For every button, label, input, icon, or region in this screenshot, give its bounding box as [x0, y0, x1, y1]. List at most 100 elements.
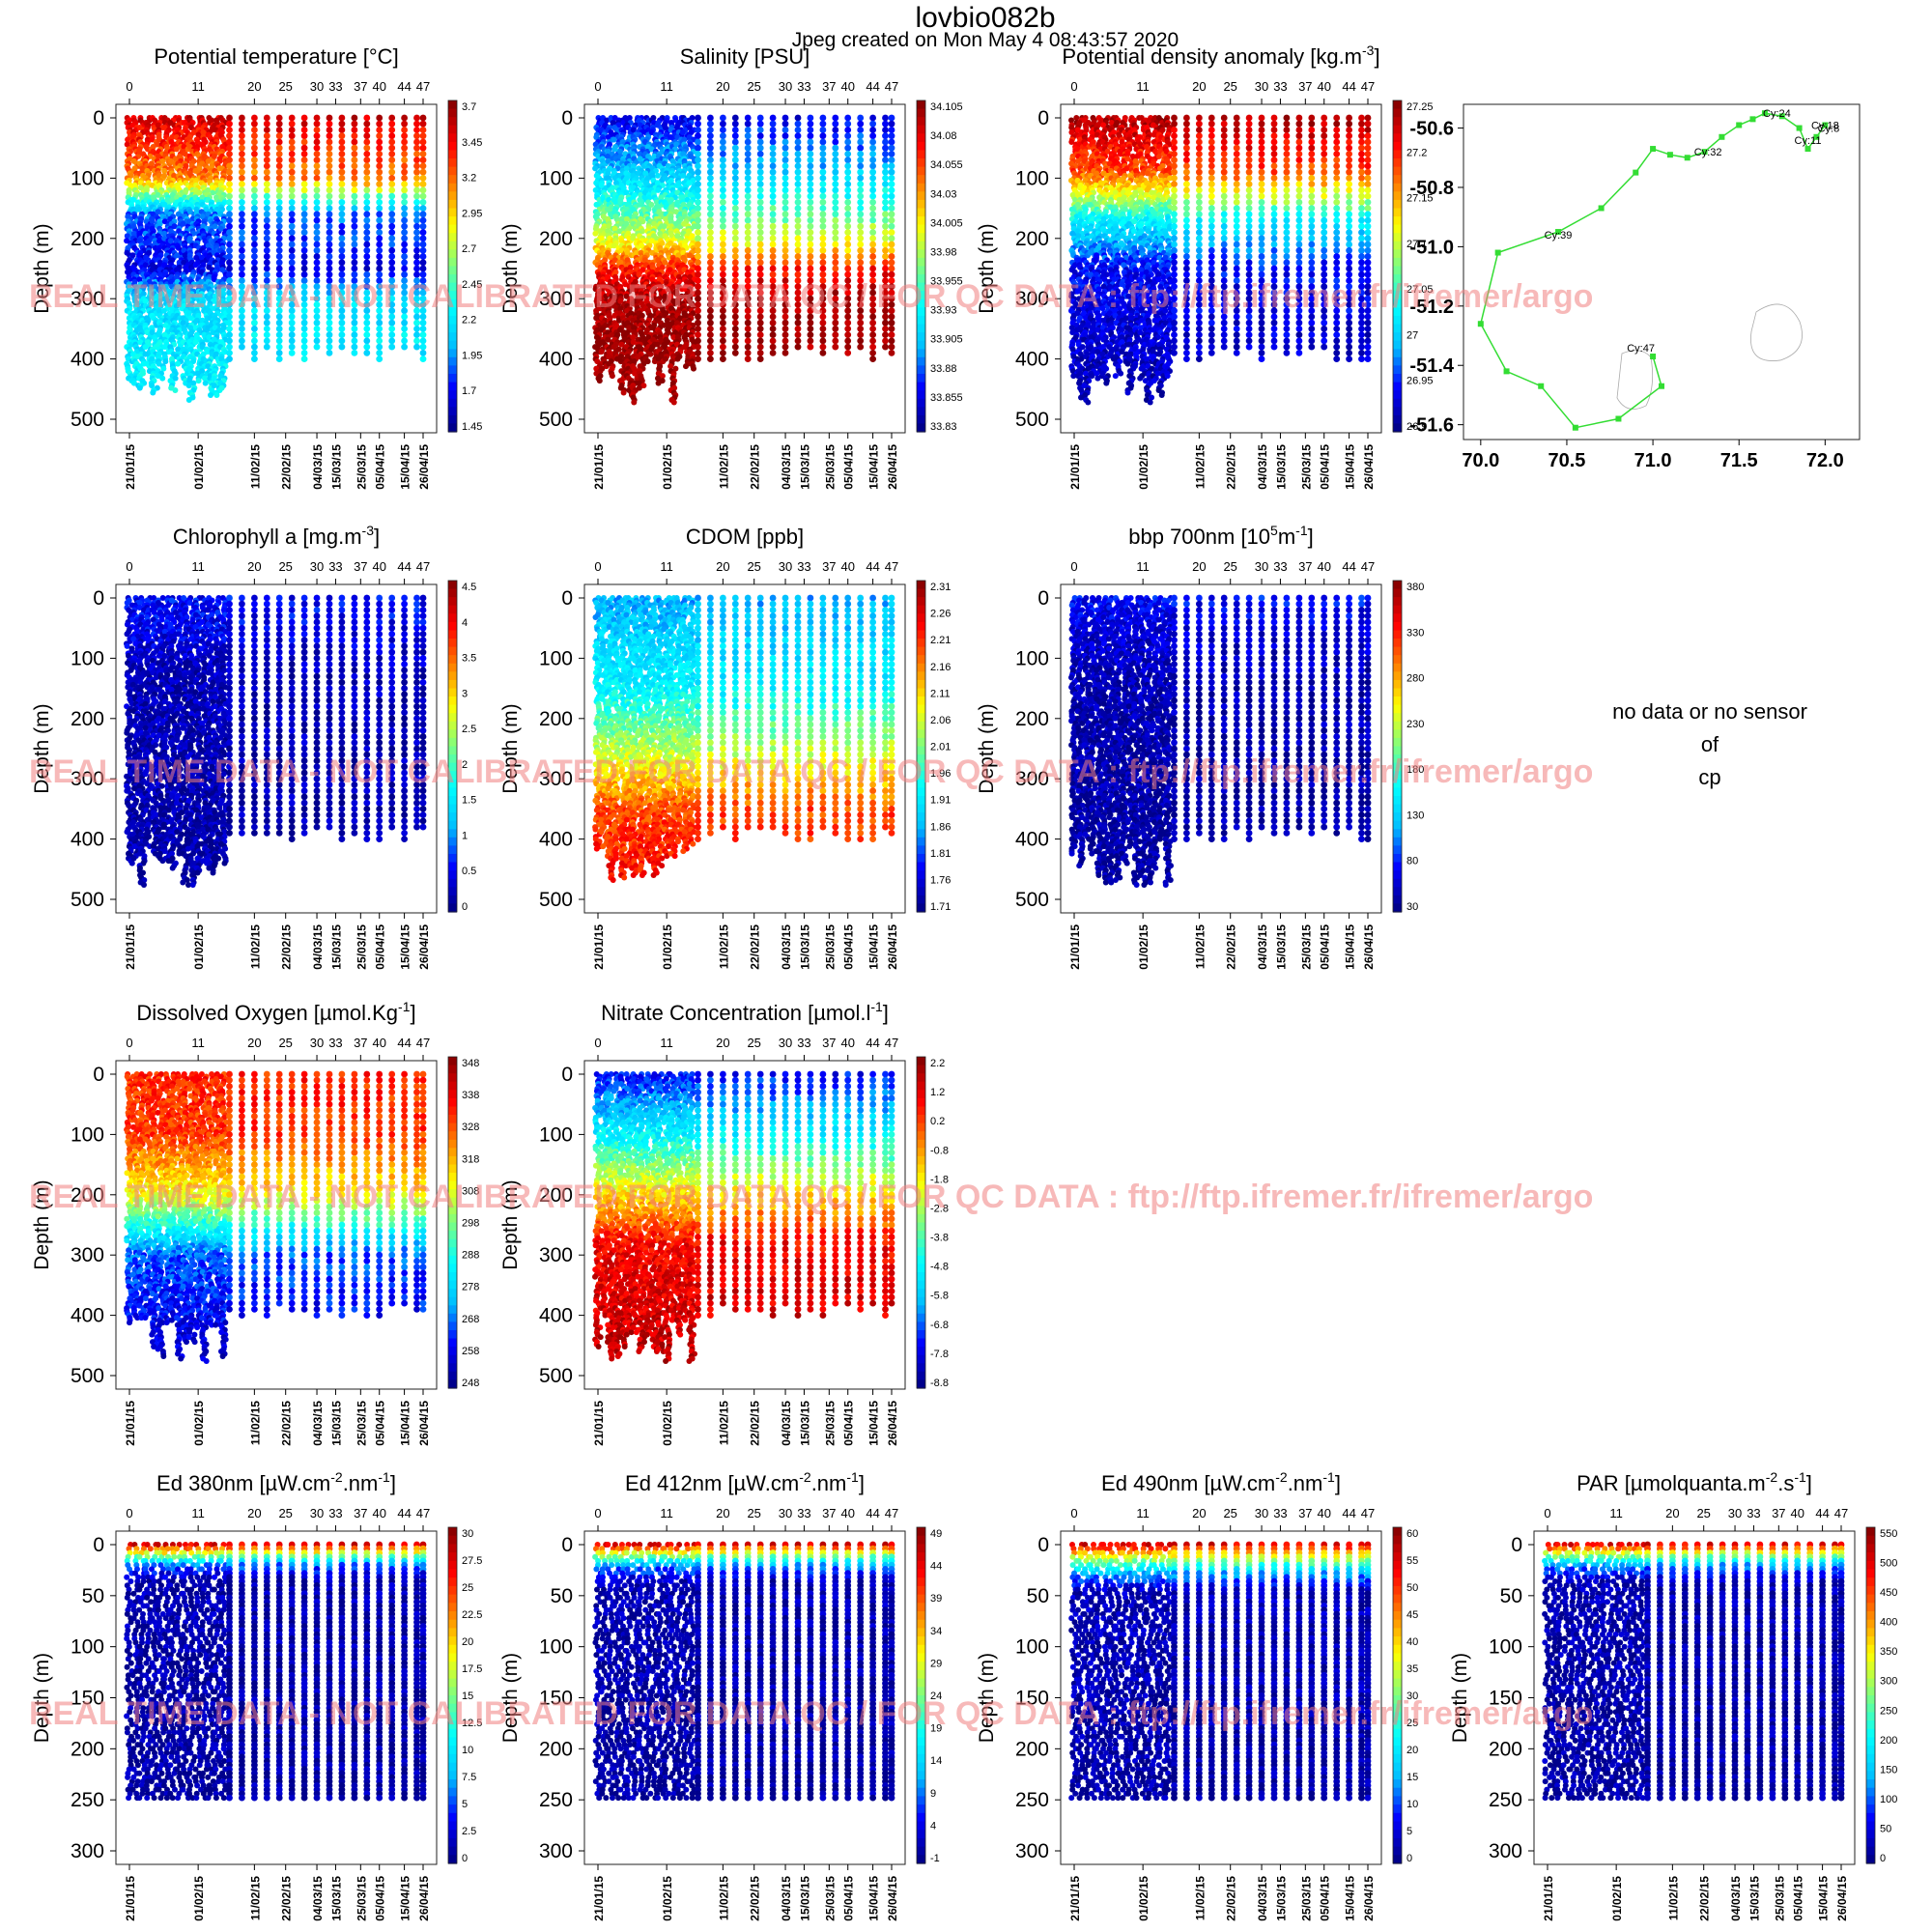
- profile-point: [149, 381, 155, 386]
- profile-point: [195, 315, 201, 321]
- profile-point: [154, 358, 159, 364]
- profile-point: [133, 192, 139, 198]
- profile-point: [201, 308, 207, 314]
- profile-point: [202, 123, 208, 128]
- profile-point: [128, 242, 133, 248]
- profile-point: [171, 187, 177, 193]
- profile-point: [148, 366, 154, 372]
- profile-point: [191, 352, 197, 357]
- profile-point: [194, 305, 200, 311]
- profile-point: [194, 250, 200, 256]
- profile-point: [185, 123, 191, 128]
- profile-point: [128, 183, 133, 188]
- profile-point: [131, 245, 137, 251]
- profile-point: [136, 238, 142, 243]
- profile-point: [197, 361, 203, 367]
- profile-point: [200, 134, 206, 140]
- profile-point: [178, 241, 184, 246]
- profile-point: [134, 300, 140, 306]
- profile-point: [148, 194, 154, 200]
- profile-point: [185, 344, 190, 350]
- profile-point: [157, 325, 163, 330]
- profile-point: [202, 187, 208, 193]
- profile-point: [200, 175, 206, 181]
- profile-point: [207, 144, 213, 150]
- profile-point: [189, 241, 195, 246]
- profile-point: [156, 233, 161, 239]
- profile-point: [152, 308, 157, 314]
- profile-point: [150, 223, 156, 229]
- profile-point: [174, 194, 180, 200]
- profile-point: [139, 318, 145, 324]
- profile-point: [188, 185, 194, 190]
- profile-point: [137, 339, 143, 345]
- profile-point: [203, 381, 209, 386]
- profile-point: [166, 199, 172, 205]
- profile-point: [155, 154, 160, 159]
- profile-point: [130, 332, 136, 338]
- profile-point: [147, 354, 153, 359]
- profile-point: [156, 128, 161, 133]
- profile-point: [188, 132, 194, 138]
- profile-point: [176, 173, 182, 179]
- profile-point: [204, 347, 210, 353]
- profile-point: [181, 294, 186, 299]
- profile-point: [162, 120, 168, 126]
- profile-point: [167, 216, 173, 222]
- profile-point: [172, 204, 178, 210]
- profile-point: [153, 318, 158, 324]
- profile-point: [189, 187, 195, 193]
- profile-point: [139, 378, 145, 384]
- profile-point: [133, 180, 139, 185]
- profile-point: [184, 209, 189, 214]
- profile-point: [184, 212, 189, 217]
- profile-point: [153, 286, 158, 292]
- profile-point: [156, 358, 161, 364]
- profile-point: [139, 315, 145, 321]
- profile-point: [161, 352, 167, 357]
- profile-point: [128, 170, 133, 176]
- profile-point: [173, 241, 179, 246]
- profile-point: [200, 223, 206, 229]
- profile-point: [147, 349, 153, 355]
- profile-point: [171, 313, 177, 319]
- profile-point: [191, 129, 197, 135]
- profile-point: [185, 173, 191, 179]
- profile-point: [159, 151, 165, 156]
- profile-point: [209, 238, 214, 243]
- profile-point: [210, 223, 215, 229]
- profile-point: [204, 274, 210, 280]
- profile-point: [141, 202, 147, 208]
- profile-point: [133, 185, 139, 190]
- profile-point: [181, 149, 186, 155]
- profile-point: [156, 347, 162, 353]
- profile-point: [205, 315, 211, 321]
- profile-point: [194, 216, 200, 222]
- profile-point: [154, 199, 159, 205]
- profile-point: [156, 320, 162, 326]
- profile-point: [190, 189, 196, 195]
- profile-point: [166, 325, 172, 330]
- profile-point: [162, 318, 168, 324]
- profile-point: [190, 151, 196, 156]
- profile-point: [176, 118, 182, 124]
- profile-point: [166, 255, 172, 261]
- profile-point: [130, 265, 136, 270]
- profile-point: [173, 376, 179, 382]
- profile-point: [172, 223, 178, 229]
- profile-point: [210, 185, 215, 190]
- profile-point: [128, 286, 133, 292]
- profile-point: [138, 327, 144, 333]
- profile-point: [154, 305, 159, 311]
- profile-point: [209, 260, 214, 266]
- profile-point: [201, 185, 207, 190]
- profile-point: [128, 241, 133, 246]
- profile-point: [133, 373, 139, 379]
- profile-point: [162, 125, 168, 130]
- profile-point: [126, 289, 131, 295]
- profile-point: [141, 361, 147, 367]
- profile-point: [141, 296, 147, 301]
- profile-point: [185, 267, 191, 272]
- profile-point: [188, 226, 194, 232]
- profile-point: [152, 207, 157, 213]
